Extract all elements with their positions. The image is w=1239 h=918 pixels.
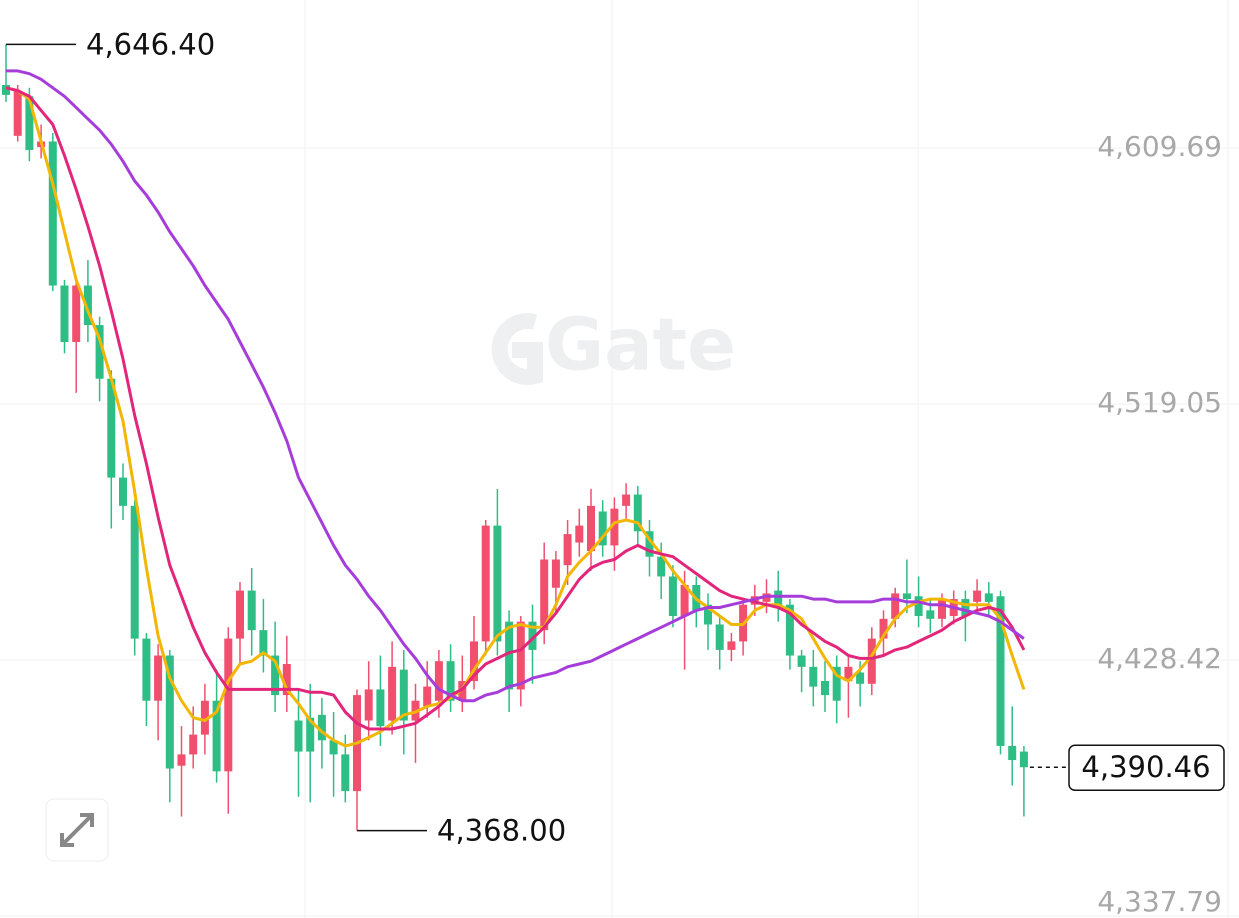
watermark-text: Gate [545,303,736,387]
candle-body [668,576,677,617]
candle-body [294,720,303,752]
candle-body [434,661,443,701]
candle-body [528,621,537,650]
candle-body [516,621,525,690]
candle-body [470,641,478,681]
candle-body [575,525,584,543]
candle-body [306,717,315,752]
candle-body [996,596,1005,746]
candle-body [341,754,350,792]
candle-body [867,638,876,684]
candle-body [704,604,712,625]
candle-body [212,700,221,772]
annotation-label: 4,368.00 [437,814,566,848]
candle-body [48,141,57,286]
candle-body [598,511,607,546]
candle-body [119,477,127,506]
candle-body [1019,751,1028,768]
candle-body [540,559,549,631]
candle-body [271,655,280,696]
ma-line [5,86,1026,731]
y-tick-label: 4,428.42 [1097,642,1222,675]
candle-body [914,596,923,617]
candle-body [2,84,10,95]
last-price-box [1068,744,1225,791]
candle-body [236,590,244,639]
candle-body [1008,745,1017,761]
candle-body [938,599,946,619]
candle-body [446,661,455,701]
candle-body [399,669,408,721]
candle-body [844,666,853,681]
candle-body [165,655,174,769]
candle-body [973,590,982,602]
candle-body [563,534,572,566]
candle-body [25,96,34,150]
candle-body [785,604,794,656]
candle-body [388,666,397,721]
candle-body [95,325,104,379]
candle-body [60,285,69,343]
candle-body [680,584,689,617]
candles [2,44,1028,831]
candle-body [821,680,829,696]
candle-body [633,494,642,532]
candle-body [259,630,268,656]
candle-body [224,638,233,772]
candle-body [142,638,151,701]
candle-body [891,593,900,619]
candle-body [902,593,911,600]
candle-body [809,666,818,687]
candle-body [797,655,806,667]
y-axis: 4,609.69 4,519.05 4,428.42 4,337.79 [0,130,1239,918]
candle-body [832,666,841,701]
candle-body [856,672,865,684]
candle-body [177,754,186,766]
watermark-logo [491,313,543,385]
candle-body [364,689,373,721]
candle-body [282,664,291,696]
candle-body [984,593,993,602]
expand-button[interactable] [45,798,109,862]
candle-body [72,285,81,343]
candle-body [130,505,139,639]
candle-body [505,621,514,690]
candle-body [715,624,724,650]
candle-body [423,686,432,707]
y-tick-label: 4,519.05 [1097,386,1222,419]
candle-body [587,505,595,552]
candle-body [961,599,970,617]
watermark: Gate [491,303,736,387]
last-price-label: 4,390.46 [1081,750,1210,784]
candle-body [657,556,666,577]
expand-icon [60,813,94,847]
candle-body [610,508,619,546]
ma-line [5,86,1026,748]
candle-body [727,641,736,650]
candle-body [247,590,256,631]
y-tick-label: 4,609.69 [1097,130,1222,163]
y-tick-label: 4,337.79 [1097,885,1222,918]
candle-body [481,525,490,642]
candle-body [879,618,888,639]
candle-body [376,689,385,727]
candle-body [926,610,935,619]
ma-line [6,69,1025,703]
candle-body [189,734,198,755]
candle-body [83,285,92,326]
candle-body [107,378,116,478]
vertical-grid [304,0,1229,918]
candle-body [13,90,22,136]
candle-body [493,525,502,642]
candle-body [622,494,631,506]
candle-body [329,740,338,755]
annotation-label: 4,646.40 [86,27,215,61]
candle-body [551,559,560,588]
candle-body [645,531,654,557]
candle-body [200,700,209,735]
candle-body [154,655,163,701]
candle-body [317,714,326,741]
